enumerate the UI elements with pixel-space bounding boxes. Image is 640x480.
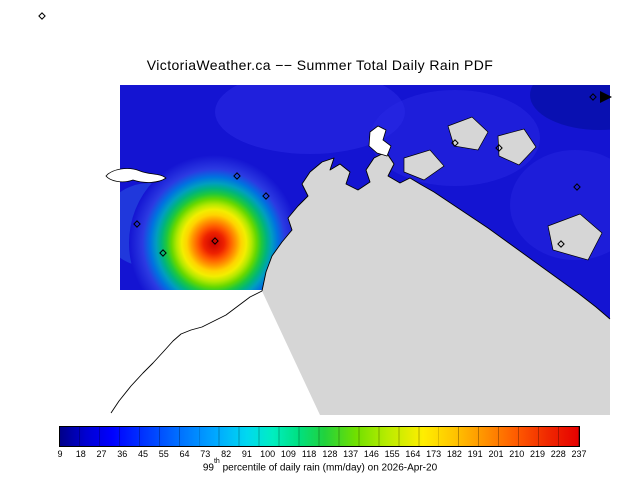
colorbar-tick-label: 36 <box>117 449 128 459</box>
colorbar-tick-label: 55 <box>158 449 169 459</box>
colorbar-ticks: 9 18 27 36 45 55 64 73 82 91 100 109 118 128 137 146 155… <box>57 449 586 460</box>
colorbar-tick-label: 137 <box>343 449 359 459</box>
colorbar-tick-label: 73 <box>200 449 211 459</box>
station-marker-diamond-icon <box>589 93 597 101</box>
colorbar-tick-label: 91 <box>241 449 252 459</box>
island-outline <box>105 168 167 183</box>
colorbar-tick-label: 82 <box>221 449 232 459</box>
colorbar-tick-label: 228 <box>550 449 566 459</box>
colorbar-tick-label: 18 <box>75 449 86 459</box>
island-outline <box>368 125 392 157</box>
colorbar-tick-label: 191 <box>467 449 483 459</box>
rain-field <box>120 85 610 320</box>
colorbar-tick-label: 201 <box>488 449 504 459</box>
colorbar-tick-label: 219 <box>529 449 545 459</box>
colorbar-tick-label: 155 <box>384 449 400 459</box>
light-blue-patch <box>215 85 405 154</box>
station-marker-diamond-icon <box>573 183 581 191</box>
station-marker-diamond-icon <box>262 192 270 200</box>
light-blue-patch <box>510 150 610 260</box>
colorbar-tick-label: 9 <box>57 449 63 459</box>
caption-superscript: th <box>213 458 220 465</box>
colorbar <box>59 426 580 447</box>
colorbar-tick-label: 100 <box>260 449 276 459</box>
island <box>547 213 603 261</box>
colorbar-tick-label: 173 <box>426 449 442 459</box>
colorbar-tick-label: 27 <box>96 449 107 459</box>
page-title: VictoriaWeather.ca −− Summer Total Daily… <box>146 57 494 73</box>
colorbar-tick-label: 164 <box>405 449 421 459</box>
colorbar-tick-label: 109 <box>280 449 296 459</box>
island <box>497 128 537 166</box>
colorbar-tick-label: 237 <box>571 449 587 459</box>
colorbar-tick-label: 146 <box>363 449 379 459</box>
colorbar-tick-label: 128 <box>322 449 338 459</box>
island <box>447 116 489 151</box>
station-marker-diamond-icon <box>233 172 241 180</box>
colorbar-tick-label: 210 <box>509 449 525 459</box>
colorbar-tick-label: 64 <box>179 449 190 459</box>
station-markers <box>38 12 597 257</box>
coastline-northeast <box>261 151 611 320</box>
island <box>403 149 445 181</box>
peninsula-land <box>111 291 320 415</box>
caption-text: percentile of daily rain (mm/day) on 202… <box>219 462 438 474</box>
colorbar-tick-label: 118 <box>301 449 317 459</box>
islands <box>105 116 603 261</box>
station-marker-diamond-icon <box>38 12 46 20</box>
colorbar-tick-label: 182 <box>446 449 462 459</box>
station-marker-diamond-icon <box>133 220 141 228</box>
edge-arrow-icon <box>600 91 612 103</box>
station-marker-diamond-icon <box>495 144 503 152</box>
coastline-southwest <box>110 290 263 414</box>
colorbar-caption: 99th percentile of daily rain (mm/day) o… <box>0 458 640 474</box>
station-marker-diamond-icon <box>451 139 459 147</box>
station-marker-diamond-icon <box>557 240 565 248</box>
station-marker-diamond-icon <box>211 237 219 245</box>
colorbar-tick-label: 45 <box>138 449 149 459</box>
station-marker-diamond-icon <box>159 249 167 257</box>
caption-percentile-number: 99 <box>202 462 214 474</box>
